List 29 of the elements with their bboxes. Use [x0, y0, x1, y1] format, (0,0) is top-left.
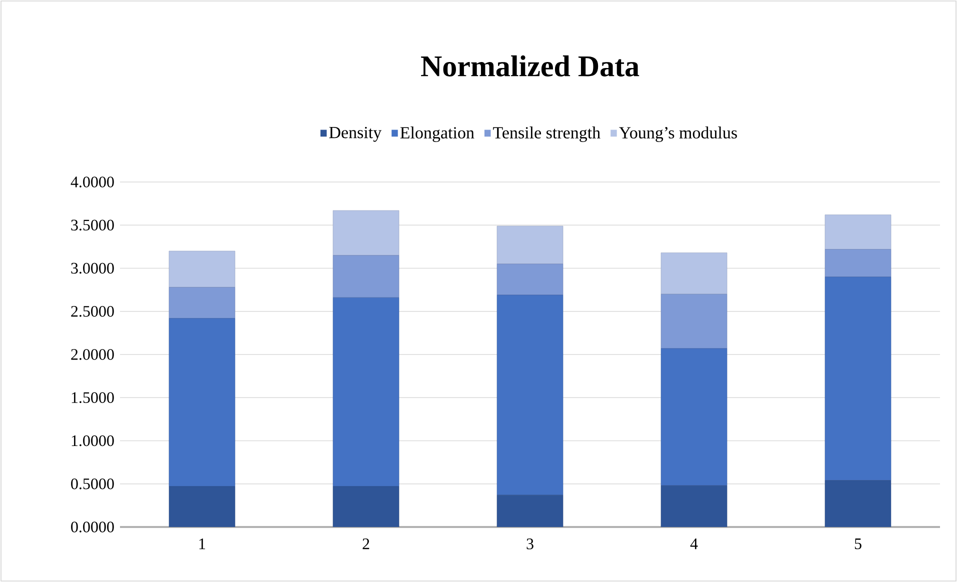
y-tick-label: 0.5000	[71, 478, 114, 490]
bar	[168, 250, 236, 288]
bar	[824, 249, 892, 278]
y-tick-label: 1.0000	[72, 435, 114, 446]
bar	[660, 294, 728, 349]
chart-title: Normalized Data	[421, 55, 640, 76]
x-tick-label: 2	[362, 538, 370, 550]
y-tick-label: 2.5000	[71, 306, 114, 317]
x-tick-label: 4	[690, 538, 698, 550]
legend-label: Density	[329, 126, 382, 142]
y-tick-label: 2.0000	[71, 349, 114, 360]
y-tick-label: 3.5000	[71, 220, 114, 231]
bar	[496, 264, 564, 296]
bar	[332, 210, 400, 256]
x-tick-label: 3	[526, 538, 534, 550]
bar	[824, 214, 892, 250]
bar	[168, 287, 236, 318]
y-tick-label: 0.0000	[71, 522, 114, 532]
legend-label: Elongation	[400, 126, 474, 142]
legend-label: Tensile strength	[493, 126, 600, 142]
bar	[660, 252, 728, 294]
bar	[332, 255, 400, 298]
x-tick-label: 5	[854, 538, 862, 550]
y-tick-label: 3.0000	[71, 262, 114, 274]
x-tick-label: 1	[199, 538, 206, 550]
bar	[496, 226, 564, 264]
y-tick-label: 4.0000	[70, 176, 114, 188]
legend-label: Young’s modulus	[619, 126, 737, 142]
y-tick-label: 1.5000	[72, 392, 114, 404]
